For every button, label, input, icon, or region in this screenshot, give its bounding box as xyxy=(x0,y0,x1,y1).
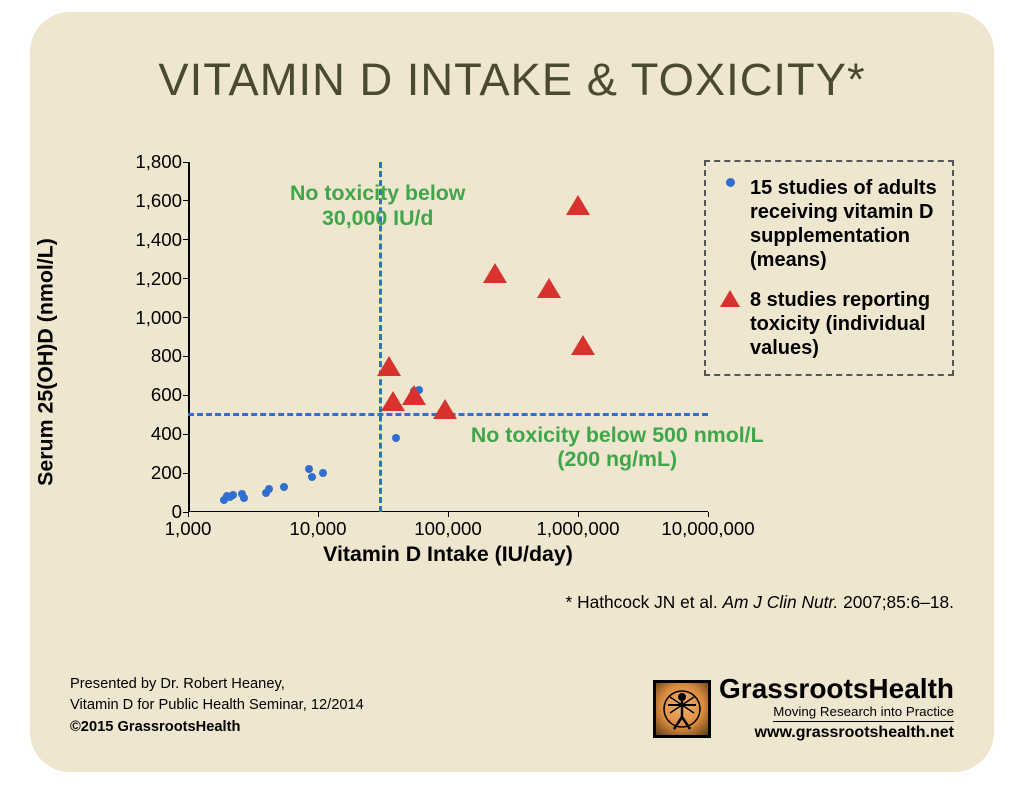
data-point-supplement xyxy=(392,434,400,442)
citation: * Hathcock JN et al. Am J Clin Nutr. 200… xyxy=(566,592,954,613)
data-point-supplement xyxy=(308,473,316,481)
y-tick-label: 1,600 xyxy=(135,190,188,212)
seminar-line: Vitamin D for Public Health Seminar, 12/… xyxy=(70,695,364,716)
brand-tagline: Moving Research into Practice xyxy=(773,704,954,722)
y-axis-label: Serum 25(OH)D (nmol/L) xyxy=(34,238,59,486)
data-point-toxicity xyxy=(537,278,561,298)
data-point-toxicity xyxy=(483,263,507,283)
y-tick-label: 800 xyxy=(151,345,188,367)
copyright-line: ©2015 GrassrootsHealth xyxy=(70,717,364,738)
x-tick-label: 100,000 xyxy=(414,512,481,540)
legend-item-supplement: 15 studies of adults receiving vitamin D… xyxy=(720,176,938,272)
data-point-toxicity xyxy=(402,385,426,405)
brand-logo xyxy=(653,680,711,738)
y-tick-label: 400 xyxy=(151,423,188,445)
x-tick-label: 10,000,000 xyxy=(661,512,754,540)
data-point-toxicity xyxy=(566,195,590,215)
x-tick-label: 10,000 xyxy=(289,512,346,540)
presenter-line: Presented by Dr. Robert Heaney, xyxy=(70,674,364,695)
data-point-supplement xyxy=(265,485,273,493)
data-point-toxicity xyxy=(571,335,595,355)
circle-icon xyxy=(720,176,740,187)
x-axis-label: Vitamin D Intake (IU/day) xyxy=(188,542,708,567)
footer-credits: Presented by Dr. Robert Heaney, Vitamin … xyxy=(70,674,364,738)
x-tick-label: 1,000 xyxy=(165,512,212,540)
plot-region: Vitamin D Intake (IU/day) 02004006008001… xyxy=(188,162,708,512)
y-tick-label: 1,000 xyxy=(135,307,188,329)
card: VITAMIN D INTAKE & TOXICITY* Serum 25(OH… xyxy=(30,12,994,772)
y-tick-label: 1,400 xyxy=(135,229,188,251)
brand-name: GrassrootsHealth xyxy=(719,675,954,703)
annotation-vertical: No toxicity below30,000 IU/d xyxy=(290,181,465,230)
y-tick-label: 600 xyxy=(151,384,188,406)
legend-label: 15 studies of adults receiving vitamin D… xyxy=(750,176,938,272)
chart-title: VITAMIN D INTAKE & TOXICITY* xyxy=(30,54,994,106)
data-point-supplement xyxy=(240,494,248,502)
data-point-supplement xyxy=(229,491,237,499)
brand-block: GrassrootsHealth Moving Research into Pr… xyxy=(653,675,954,742)
data-point-toxicity xyxy=(377,356,401,376)
data-point-supplement xyxy=(319,469,327,477)
brand-url: www.grassrootshealth.net xyxy=(755,724,954,742)
x-tick-label: 1,000,000 xyxy=(537,512,620,540)
data-point-supplement xyxy=(280,483,288,491)
y-tick-label: 200 xyxy=(151,462,188,484)
legend-item-toxicity: 8 studies reporting toxicity (individual… xyxy=(720,288,938,360)
y-tick-label: 1,800 xyxy=(135,151,188,173)
chart-area: Serum 25(OH)D (nmol/L) Vitamin D Intake … xyxy=(108,152,718,572)
y-tick-label: 1,200 xyxy=(135,268,188,290)
triangle-icon xyxy=(720,288,740,307)
annotation-horizontal: No toxicity below 500 nmol/L(200 ng/mL) xyxy=(471,423,764,472)
vitruvian-icon xyxy=(662,687,702,731)
y-axis-line xyxy=(188,162,190,512)
legend: 15 studies of adults receiving vitamin D… xyxy=(704,160,954,376)
legend-label: 8 studies reporting toxicity (individual… xyxy=(750,288,938,360)
data-point-toxicity xyxy=(433,399,457,419)
